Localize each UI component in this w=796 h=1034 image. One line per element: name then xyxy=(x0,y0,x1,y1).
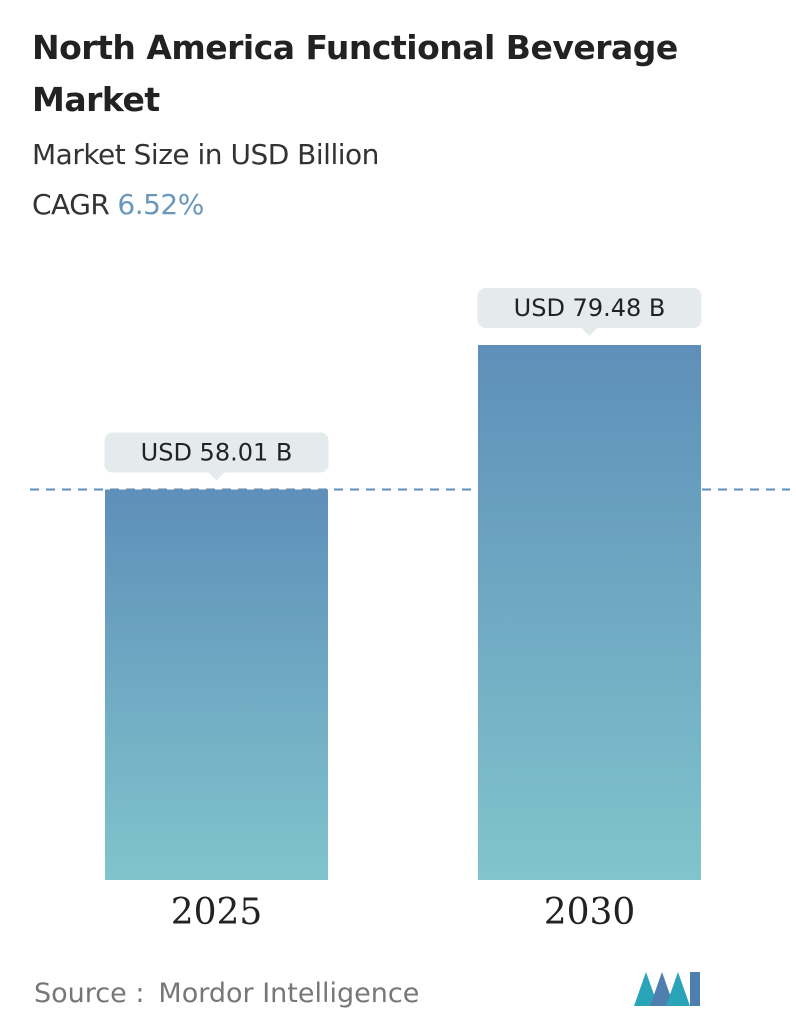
logo xyxy=(634,972,700,1006)
cagr: CAGR 6.52% xyxy=(32,188,204,221)
chart: USD 58.01 B 2025 USD 79.48 B 2030 xyxy=(30,288,790,933)
chart-subtitle: Market Size in USD Billion xyxy=(32,138,379,171)
cagr-value: 6.52% xyxy=(117,188,204,221)
value-label-box xyxy=(104,432,329,473)
value-label-box xyxy=(477,288,702,328)
value-label-pointer xyxy=(208,472,225,481)
source: Source : Mordor Intelligence xyxy=(34,978,419,1009)
cagr-label: CAGR xyxy=(32,188,110,221)
bar xyxy=(105,489,328,880)
x-tick-label: 2030 xyxy=(544,892,636,933)
chart-title: North America Functional Beverage Market xyxy=(32,28,678,119)
source-label: Source : xyxy=(34,978,145,1009)
bar xyxy=(478,345,701,880)
value-label-pointer xyxy=(581,328,598,336)
x-tick-label: 2025 xyxy=(171,892,263,933)
source-name: Mordor Intelligence xyxy=(158,978,420,1009)
value-label: USD 79.48 B xyxy=(514,294,666,322)
value-label: USD 58.01 B xyxy=(141,439,293,467)
